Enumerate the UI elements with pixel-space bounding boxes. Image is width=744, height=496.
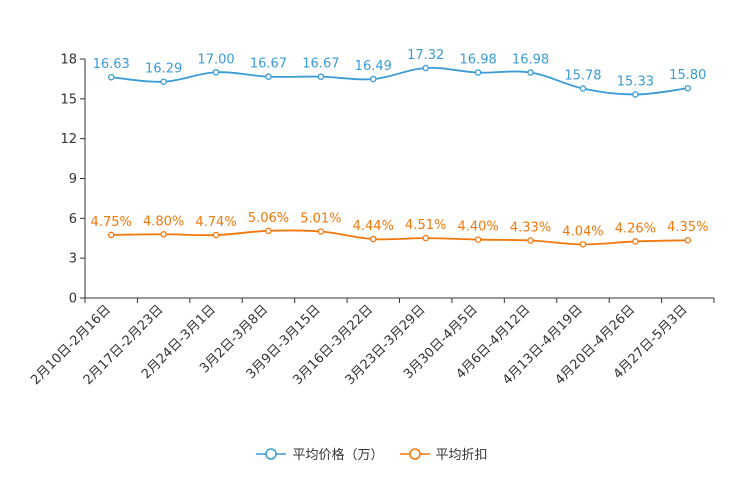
price-line-marker-icon [256, 447, 287, 460]
data-point [579, 85, 587, 92]
data-point [212, 231, 220, 239]
legend-label-discount: 平均折扣 [435, 448, 488, 463]
series-0: 16.63 16.29 17.00 16.67 16.67 16.49 17.32 16.98… [93, 48, 706, 98]
series-layer: 16.63 16.29 17.00 16.67 16.67 16.49 17.32 16.98… [91, 48, 708, 248]
data-label: 4.33% [510, 221, 551, 236]
data-point [474, 236, 482, 243]
series-line-1 [111, 229, 688, 246]
data-point [265, 227, 272, 235]
data-label: 16.67 [302, 57, 339, 72]
data-point [265, 73, 272, 80]
y-tick-label: 9 [69, 172, 77, 187]
data-label: 4.40% [457, 220, 498, 235]
data-point [579, 241, 587, 248]
data-label: 15.78 [564, 68, 601, 83]
data-label: 4.51% [405, 218, 446, 233]
series-1: 4.75% 4.80% 4.74% 5.06% 5.01% 4.44% 4.51% 4.40%… [91, 211, 708, 248]
data-point [422, 234, 429, 242]
legend-label-price: 平均价格（万） [292, 448, 384, 463]
y-tick-label: 6 [69, 212, 77, 227]
data-point [527, 237, 534, 244]
data-label: 15.80 [669, 68, 706, 83]
data-point [632, 91, 639, 98]
data-point [370, 235, 377, 243]
y-tick-label: 0 [69, 292, 77, 307]
y-tick-label: 15 [60, 92, 77, 107]
data-label: 4.75% [91, 215, 132, 230]
data-label: 16.98 [512, 53, 549, 68]
y-tick-label: 12 [60, 132, 77, 147]
data-point [160, 231, 167, 238]
data-point [527, 69, 534, 76]
data-point [684, 84, 692, 92]
data-label: 16.67 [250, 57, 287, 72]
data-label: 4.80% [143, 214, 184, 229]
y-axis: 0 3 6 9 12 15 18 [60, 53, 86, 307]
data-label: 17.00 [197, 52, 234, 67]
data-point [107, 73, 115, 81]
legend-item-discount[interactable]: 平均折扣 [399, 444, 488, 463]
legend: 平均价格（万） 平均折扣 [0, 444, 744, 463]
data-point [684, 236, 692, 244]
legend-item-price[interactable]: 平均价格（万） [256, 444, 384, 463]
data-label: 5.06% [248, 211, 289, 226]
data-point [370, 75, 377, 83]
data-label: 4.04% [562, 224, 603, 239]
data-label: 16.49 [355, 59, 392, 74]
data-label: 16.98 [460, 53, 497, 68]
data-point [107, 231, 115, 239]
data-point [212, 69, 220, 76]
y-tick-label: 18 [60, 53, 77, 68]
data-point [317, 73, 325, 80]
line-chart: 0 3 6 9 12 15 18 2月10日-2月16日2月17日-2月23日2月24日-3… [28, 48, 715, 388]
data-label: 4.44% [353, 219, 394, 234]
data-label: 5.01% [300, 211, 341, 226]
x-axis: 2月10日-2月16日2月17日-2月23日2月24日-3月1日3月2日-3月8… [28, 297, 715, 388]
data-point [317, 228, 325, 235]
data-label: 15.33 [617, 74, 654, 89]
data-point [632, 238, 639, 245]
data-point [160, 78, 167, 85]
y-tick-label: 3 [69, 252, 77, 267]
data-label: 4.35% [667, 220, 708, 235]
data-point [474, 69, 482, 76]
data-label: 4.26% [615, 221, 656, 236]
discount-line-marker-icon [399, 447, 430, 460]
data-label: 16.63 [93, 57, 130, 72]
data-label: 17.32 [407, 48, 444, 63]
series-line-0 [111, 66, 688, 96]
data-label: 16.29 [145, 62, 182, 77]
data-label: 4.74% [195, 215, 236, 230]
data-point [422, 64, 429, 72]
